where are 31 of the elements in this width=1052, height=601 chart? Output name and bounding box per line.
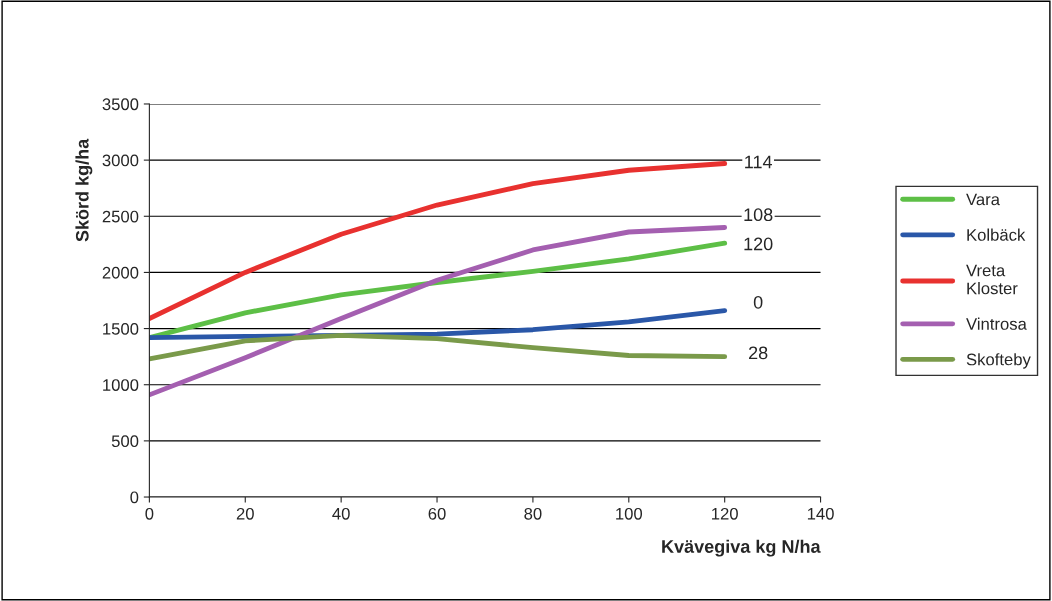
legend-label: Kolbäck [967,228,1026,241]
y-tick-label: 0 [130,491,139,504]
y-tick-label: 2500 [102,210,139,223]
y-tick-label: 3500 [102,98,139,111]
y-tick-label: 500 [111,435,139,448]
legend-label: Skofteby [966,353,1031,369]
line-series [149,332,728,362]
line-series [149,161,728,321]
annotation: 108 [744,208,773,222]
x-tick-label: 100 [616,507,643,520]
x-axis-title: Kvävegiva kg N/ha [662,539,821,557]
x-tick-label: 120 [712,507,738,520]
y-tick-label: 3000 [102,154,139,167]
legend-label: Vintrosa [966,317,1027,330]
x-tick-label: 20 [236,507,254,520]
x-tick-label: 0 [145,507,154,520]
y-tick-label: 1500 [103,322,139,335]
y-axis-title: Skörd kg/ha [75,138,93,242]
x-tick-label: 60 [428,507,446,520]
annotation: 28 [749,346,768,360]
y-tick-label: 1000 [103,379,139,391]
legend-label: Vara [966,193,1000,206]
line-series [149,225,728,398]
annotation: 114 [745,155,773,169]
x-tick-label: 80 [524,507,542,520]
annotation: 0 [753,295,763,309]
legend-label: Vreta Kloster [966,264,1018,295]
annotation: 120 [744,237,773,251]
x-tick-label: 140 [807,507,834,520]
x-tick-label: 40 [332,507,350,520]
y-tick-label: 2000 [102,266,139,279]
